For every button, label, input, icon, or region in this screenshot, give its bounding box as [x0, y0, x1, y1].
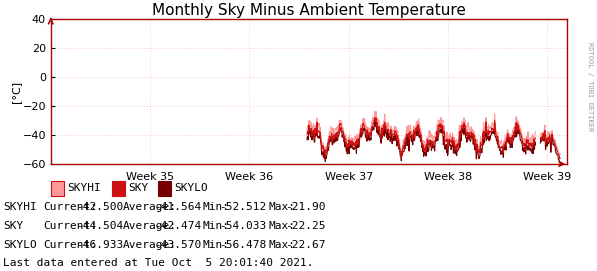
Text: Week 38: Week 38 — [424, 172, 472, 182]
Text: -21.90: -21.90 — [285, 202, 325, 212]
Title: Monthly Sky Minus Ambient Temperature: Monthly Sky Minus Ambient Temperature — [152, 3, 466, 18]
Text: SKYLO: SKYLO — [174, 183, 208, 193]
Text: Current:: Current: — [43, 221, 97, 231]
Text: -54.033: -54.033 — [219, 221, 266, 231]
Text: -43.570: -43.570 — [154, 240, 201, 250]
Text: Current:: Current: — [43, 240, 97, 250]
Y-axis label: [°C]: [°C] — [11, 80, 21, 102]
Text: SKY: SKY — [128, 183, 148, 193]
Text: -56.478: -56.478 — [219, 240, 266, 250]
Text: -41.564: -41.564 — [154, 202, 201, 212]
Text: Last data entered at Tue Oct  5 20:01:40 2021.: Last data entered at Tue Oct 5 20:01:40 … — [3, 258, 313, 268]
Text: SKYLO: SKYLO — [3, 240, 37, 250]
Text: -52.512: -52.512 — [219, 202, 266, 212]
Text: Average:: Average: — [122, 202, 176, 212]
Text: Current:: Current: — [43, 202, 97, 212]
Text: RDTOOL / TOBI OETIKER: RDTOOL / TOBI OETIKER — [587, 42, 593, 131]
Text: Week 36: Week 36 — [225, 172, 273, 182]
Text: SKYHI: SKYHI — [67, 183, 101, 193]
Text: Week 39: Week 39 — [523, 172, 571, 182]
Text: Average:: Average: — [122, 240, 176, 250]
Text: Min:: Min: — [203, 202, 230, 212]
Text: Week 37: Week 37 — [325, 172, 373, 182]
Text: Min:: Min: — [203, 221, 230, 231]
Text: Max:: Max: — [269, 221, 296, 231]
Text: Max:: Max: — [269, 240, 296, 250]
Text: SKY: SKY — [3, 221, 23, 231]
Text: SKYHI: SKYHI — [3, 202, 37, 212]
Text: -42.474: -42.474 — [154, 221, 201, 231]
Text: -42.500: -42.500 — [76, 202, 124, 212]
Text: Average:: Average: — [122, 221, 176, 231]
Text: -46.933: -46.933 — [76, 240, 124, 250]
Text: Max:: Max: — [269, 202, 296, 212]
Text: Min:: Min: — [203, 240, 230, 250]
Text: -22.67: -22.67 — [285, 240, 325, 250]
Text: Week 35: Week 35 — [126, 172, 174, 182]
Text: -22.25: -22.25 — [285, 221, 325, 231]
Text: -44.504: -44.504 — [76, 221, 124, 231]
